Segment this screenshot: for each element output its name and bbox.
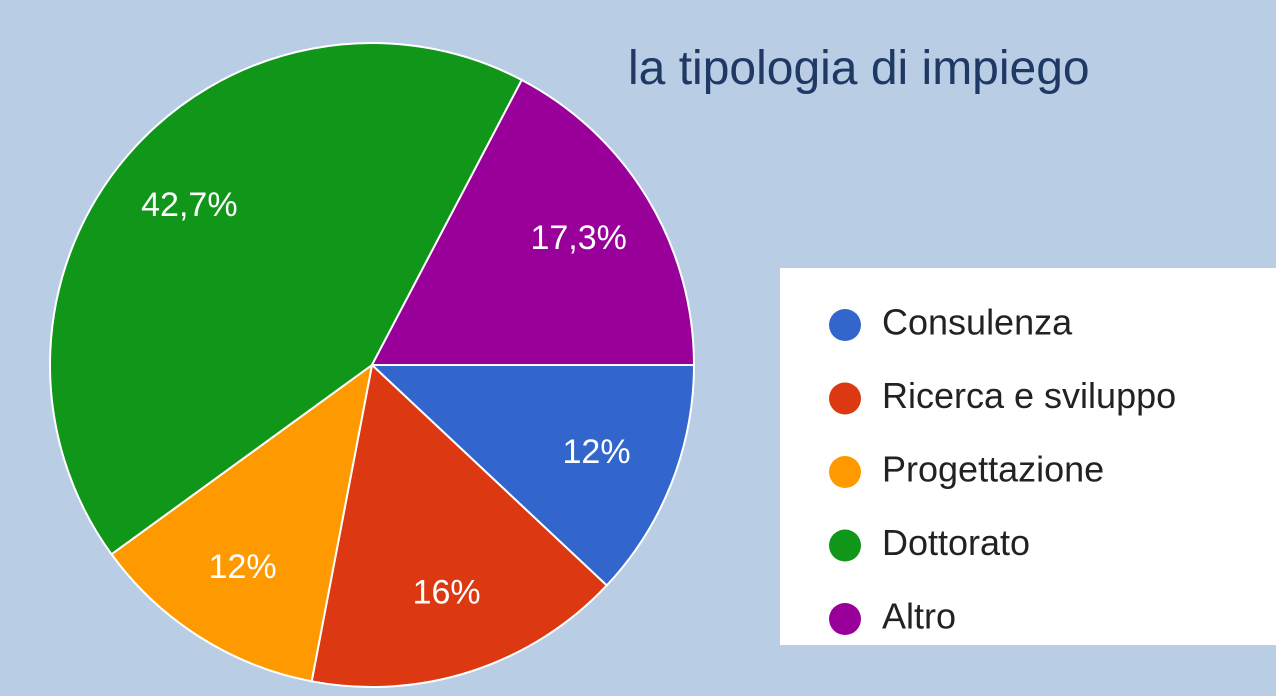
pie-slice [49,42,524,556]
legend-marker [829,603,861,635]
legend-marker [829,309,861,341]
value-label: 42,7% [141,186,237,224]
chart-title: la tipologia di impiego [628,42,1090,95]
legend-label: Consulenza [882,302,1073,343]
value-label: 16% [413,574,481,612]
legend-marker [829,382,861,415]
legend-box [780,268,1276,645]
legend-label: Ricerca e sviluppo [882,375,1176,416]
legend-label: Progettazione [882,449,1104,490]
pie-slice [110,362,374,683]
pie-slice [369,364,696,587]
pie-slice [370,78,696,366]
pie-slice [310,363,609,688]
legend-label: Altro [882,596,956,637]
legend-marker [829,529,861,562]
legend-label: Dottorato [882,522,1030,563]
legend-marker [829,456,861,488]
value-label: 12% [209,548,277,586]
value-label: 12% [563,433,631,471]
value-label: 17,3% [530,219,626,257]
